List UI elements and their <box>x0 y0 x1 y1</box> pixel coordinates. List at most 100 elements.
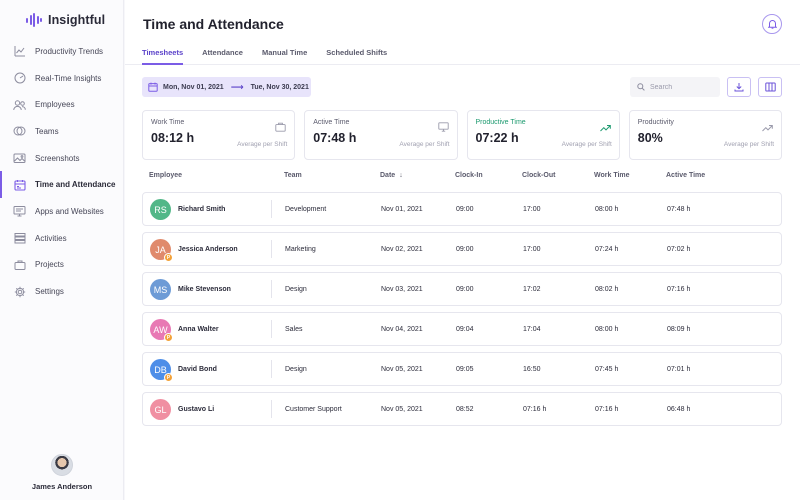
avatar: RS <box>150 199 171 220</box>
sidebar-item-activities[interactable]: Activities <box>0 225 123 252</box>
table-row[interactable]: RS Richard Smith Development Nov 01, 2021 09… <box>142 192 782 226</box>
table-header: Employee Team Date ↓ Clock-In Clock-Out W… <box>142 172 782 186</box>
avatar: MS <box>150 279 171 300</box>
stat-value: 80% <box>637 131 663 145</box>
list-icon <box>13 232 26 245</box>
clock-out-cell: 17:04 <box>523 326 541 333</box>
stat-label: Work Time <box>151 119 185 126</box>
download-icon <box>734 83 744 92</box>
tab-attendance[interactable]: Attendance <box>202 48 243 57</box>
employee-name: Mike Stevenson <box>178 286 231 293</box>
stat-subtitle: Average per Shift <box>399 141 450 148</box>
sidebar-item-teams[interactable]: Teams <box>0 118 123 145</box>
sidebar-item-label: Screenshots <box>35 153 80 163</box>
divider <box>271 400 272 418</box>
table-row[interactable]: JA P Jessica Anderson Marketing Nov 02, 2021… <box>142 232 782 266</box>
sidebar-item-productivity-trends[interactable]: Productivity Trends <box>0 38 123 65</box>
sidebar-item-label: Real-Time Insights <box>35 73 102 83</box>
status-badge: P <box>164 373 173 382</box>
tab-manual-time[interactable]: Manual Time <box>261 48 308 57</box>
sidebar-item-settings[interactable]: Settings <box>0 278 123 305</box>
sidebar-item-projects[interactable]: Projects <box>0 252 123 279</box>
columns-button[interactable] <box>758 77 782 97</box>
page-title: Time and Attendance <box>143 16 284 32</box>
users-icon <box>13 98 26 111</box>
user-profile[interactable]: James Anderson <box>0 454 124 491</box>
stat-subtitle: Average per Shift <box>237 141 288 148</box>
stat-card-productive-time: Productive Time 07:22 h Average per Shif… <box>466 110 620 160</box>
clock-in-cell: 09:00 <box>456 206 474 213</box>
team-cell: Design <box>285 366 307 373</box>
briefcase-icon <box>13 258 26 271</box>
clock-out-cell: 17:02 <box>523 286 541 293</box>
calendar-icon <box>148 82 158 92</box>
divider <box>271 240 272 258</box>
active-time-cell: 07:02 h <box>667 246 691 253</box>
team-cell: Development <box>285 206 327 213</box>
date-range-end: Tue, Nov 30, 2021 <box>250 83 309 91</box>
clock-in-cell: 08:52 <box>456 406 474 413</box>
stat-value: 07:22 h <box>475 131 519 145</box>
team-cell: Customer Support <box>285 406 342 413</box>
work-time-cell: 07:45 h <box>595 366 619 373</box>
clock-out-cell: 17:00 <box>523 246 541 253</box>
stat-card-work-time: Work Time 08:12 h Average per Shift <box>142 110 296 160</box>
date-cell: Nov 02, 2021 <box>381 246 423 253</box>
work-time-cell: 07:16 h <box>595 406 619 413</box>
column-header-date[interactable]: Date ↓ <box>380 172 403 179</box>
column-header-employee[interactable]: Employee <box>149 172 183 179</box>
date-cell: Nov 05, 2021 <box>381 366 423 373</box>
column-header-clock-in[interactable]: Clock-In <box>455 172 483 179</box>
tab-scheduled-shifts[interactable]: Scheduled Shifts <box>326 48 388 57</box>
monitor-icon <box>437 119 449 137</box>
table-row[interactable]: AW P Anna Walter Sales Nov 04, 2021 09:04 17:0… <box>142 312 782 346</box>
page-header: Time and Attendance <box>125 0 800 48</box>
stat-label: Productivity <box>637 119 674 126</box>
date-cell: Nov 04, 2021 <box>381 326 423 333</box>
stat-value: 07:48 h <box>313 131 357 145</box>
date-range-picker[interactable]: Mon, Nov 01, 2021 ⟶ Tue, Nov 30, 2021 <box>142 77 311 97</box>
stats-row: Work Time 08:12 h Average per Shift Acti… <box>142 110 782 160</box>
avatar[interactable] <box>51 454 73 476</box>
columns-icon <box>764 82 776 92</box>
sidebar-item-label: Settings <box>35 287 64 297</box>
trend-up-icon <box>599 119 611 137</box>
sidebar-item-real-time-insights[interactable]: Real-Time Insights <box>0 65 123 92</box>
gear-icon <box>13 285 26 298</box>
tab-timesheets[interactable]: Timesheets <box>142 48 184 65</box>
sidebar-item-screenshots[interactable]: Screenshots <box>0 145 123 172</box>
stat-value: 08:12 h <box>151 131 195 145</box>
download-button[interactable] <box>727 77 751 97</box>
column-header-clock-out[interactable]: Clock-Out <box>522 172 556 179</box>
active-time-cell: 07:48 h <box>667 206 691 213</box>
app-logo[interactable]: Insightful <box>0 0 123 32</box>
divider <box>271 280 272 298</box>
work-time-cell: 08:00 h <box>595 326 619 333</box>
table-row[interactable]: DB P David Bond Design Nov 05, 2021 09:05 16:5… <box>142 352 782 386</box>
sidebar-item-time-and-attendance[interactable]: Time and Attendance <box>0 171 123 198</box>
team-cell: Marketing <box>285 246 316 253</box>
search-icon <box>637 83 645 91</box>
work-time-cell: 08:00 h <box>595 206 619 213</box>
column-header-team[interactable]: Team <box>284 172 302 179</box>
sidebar-item-employees[interactable]: Employees <box>0 91 123 118</box>
stat-subtitle: Average per Shift <box>723 141 774 148</box>
stat-label: Productive Time <box>475 119 526 126</box>
search-input[interactable] <box>650 83 710 91</box>
stat-subtitle: Average per Shift <box>561 141 612 148</box>
active-time-cell: 07:16 h <box>667 286 691 293</box>
sidebar-item-apps-and-websites[interactable]: Apps and Websites <box>0 198 123 225</box>
active-time-cell: 07:01 h <box>667 366 691 373</box>
clock-in-cell: 09:05 <box>456 366 474 373</box>
table-row[interactable]: GL Gustavo Li Customer Support Nov 05, 2021… <box>142 392 782 426</box>
divider <box>271 320 272 338</box>
work-time-cell: 07:24 h <box>595 246 619 253</box>
clock-in-cell: 09:00 <box>456 246 474 253</box>
clock-out-cell: 16:50 <box>523 366 541 373</box>
sidebar-nav: Productivity Trends Real-Time Insights E… <box>0 38 123 305</box>
column-header-active-time[interactable]: Active Time <box>666 172 706 179</box>
employee-name: David Bond <box>178 366 217 373</box>
table-row[interactable]: MS Mike Stevenson Design Nov 03, 2021 09:00 1… <box>142 272 782 306</box>
column-header-work-time[interactable]: Work Time <box>594 172 630 179</box>
notifications-button[interactable] <box>762 14 782 34</box>
